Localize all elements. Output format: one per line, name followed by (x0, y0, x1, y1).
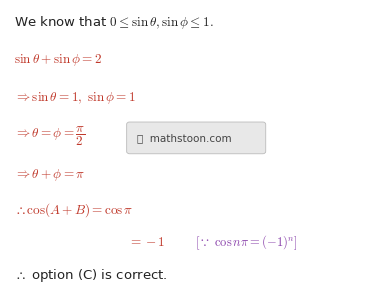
Text: $\therefore \cos(A+B) = \cos\pi$: $\therefore \cos(A+B) = \cos\pi$ (14, 201, 133, 219)
Text: $[\because\ \cos n\pi = (-1)^n]$: $[\because\ \cos n\pi = (-1)^n]$ (195, 233, 298, 252)
Text: $\Rightarrow \sin\theta = 1,\ \sin\phi = 1$: $\Rightarrow \sin\theta = 1,\ \sin\phi =… (14, 91, 136, 106)
Text: $\therefore$ option (C) is correct.: $\therefore$ option (C) is correct. (14, 267, 167, 284)
Text: $\sin\theta + \sin\phi = 2$: $\sin\theta + \sin\phi = 2$ (14, 52, 102, 68)
FancyBboxPatch shape (127, 122, 266, 154)
Text: 🔒  mathstoon.com: 🔒 mathstoon.com (137, 133, 231, 143)
Text: $\Rightarrow \theta + \phi = \pi$: $\Rightarrow \theta + \phi = \pi$ (14, 167, 85, 183)
Text: $= -1$: $= -1$ (128, 236, 165, 249)
Text: We know that $0 \leq \sin\theta, \sin\phi \leq 1.$: We know that $0 \leq \sin\theta, \sin\ph… (14, 14, 214, 31)
Text: $\Rightarrow \theta = \phi = \dfrac{\pi}{2}$: $\Rightarrow \theta = \phi = \dfrac{\pi}… (14, 125, 85, 148)
